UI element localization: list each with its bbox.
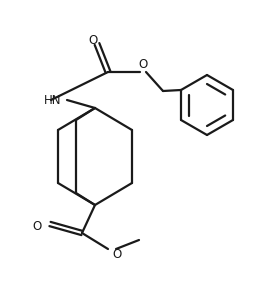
Text: O: O xyxy=(112,248,121,262)
Text: O: O xyxy=(32,220,41,234)
Text: O: O xyxy=(138,58,147,72)
Text: HN: HN xyxy=(44,93,61,107)
Text: O: O xyxy=(88,34,97,46)
